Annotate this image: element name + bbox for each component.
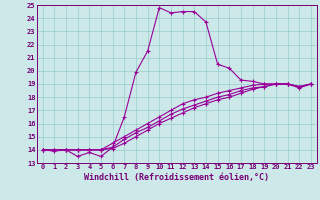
X-axis label: Windchill (Refroidissement éolien,°C): Windchill (Refroidissement éolien,°C) bbox=[84, 173, 269, 182]
